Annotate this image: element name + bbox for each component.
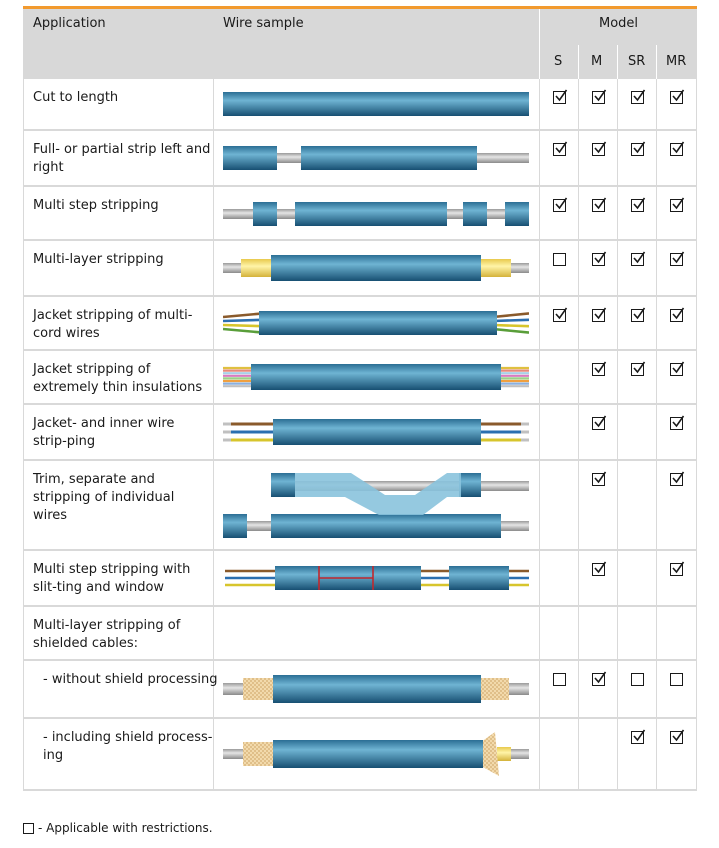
checked-checkbox-icon: [592, 251, 607, 266]
checked-checkbox-icon: [592, 197, 607, 212]
table-row: Multi step stripping with slit-ting and …: [23, 551, 697, 607]
table-row: Multi step stripping: [23, 187, 697, 241]
application-label: Jacket- and inner wire strip-ping: [33, 416, 175, 449]
table-row: Multi-layer stripping: [23, 241, 697, 297]
table-row: Jacket stripping of extremely thin insul…: [23, 351, 697, 405]
table-row: Trim, separate and stripping of individu…: [23, 461, 697, 551]
application-table: Application Wire sample Model S M SR MR …: [23, 6, 697, 791]
table-body: Cut to length Full- or partial strip left…: [23, 79, 697, 791]
wire-sample-slit: [225, 566, 529, 590]
checked-checkbox-icon: [631, 361, 646, 376]
table-row: Cut to length: [23, 79, 697, 131]
checked-checkbox-icon: [592, 307, 607, 322]
header-model-sr: SR: [628, 54, 646, 69]
wire-sample-trim: [223, 473, 529, 538]
checked-checkbox-icon: [631, 141, 646, 156]
table-row: Full- or partial strip left and right: [23, 131, 697, 187]
checked-checkbox-icon: [670, 307, 685, 322]
checked-checkbox-icon: [631, 89, 646, 104]
application-label: - including shield process-ing: [43, 730, 213, 763]
checked-checkbox-icon: [553, 307, 568, 322]
header-model-s: S: [554, 54, 563, 69]
checked-checkbox-icon: [670, 415, 685, 430]
wire-sample-fullstrip: [223, 146, 529, 170]
checked-checkbox-icon: [592, 141, 607, 156]
checked-checkbox-icon: [553, 197, 568, 212]
restricted-checkbox-icon: [23, 822, 34, 834]
checked-checkbox-icon: [631, 307, 646, 322]
header-wire-sample: Wire sample: [223, 16, 304, 31]
restricted-checkbox-icon: [670, 673, 683, 686]
application-label: Multi step stripping with slit-ting and …: [33, 562, 191, 595]
checked-checkbox-icon: [631, 197, 646, 212]
header-model-mr: MR: [666, 54, 687, 69]
checked-checkbox-icon: [670, 561, 685, 576]
legend: - Applicable with restrictions.: [23, 821, 213, 835]
legend-text: - Applicable with restrictions.: [38, 821, 213, 835]
restricted-checkbox-icon: [553, 253, 566, 266]
wire-sample-shield1: [223, 675, 529, 703]
header-model-m: M: [591, 54, 603, 69]
header-model: Model: [599, 16, 639, 31]
checked-checkbox-icon: [670, 141, 685, 156]
checked-checkbox-icon: [592, 561, 607, 576]
checked-checkbox-icon: [631, 729, 646, 744]
application-label: Multi step stripping: [33, 198, 159, 213]
restricted-checkbox-icon: [553, 673, 566, 686]
table-row: Multi-layer stripping of shielded cables…: [23, 607, 697, 661]
checked-checkbox-icon: [670, 197, 685, 212]
checked-checkbox-icon: [592, 361, 607, 376]
checked-checkbox-icon: [592, 471, 607, 486]
wire-sample-thin: [223, 364, 529, 390]
table-row: Jacket- and inner wire strip-ping: [23, 405, 697, 461]
restricted-checkbox-icon: [631, 673, 644, 686]
application-label: Multi-layer stripping of shielded cables…: [33, 618, 181, 651]
checked-checkbox-icon: [670, 361, 685, 376]
checked-checkbox-icon: [670, 251, 685, 266]
wire-sample-multilayer: [223, 255, 529, 281]
application-label: Full- or partial strip left and right: [33, 142, 211, 175]
application-label: Trim, separate and stripping of individu…: [33, 472, 175, 523]
checked-checkbox-icon: [670, 89, 685, 104]
checked-checkbox-icon: [553, 89, 568, 104]
table-row: Jacket stripping of multi-cord wires: [23, 297, 697, 351]
checked-checkbox-icon: [670, 471, 685, 486]
wire-sample-shield2: [223, 732, 529, 776]
checked-checkbox-icon: [553, 141, 568, 156]
checked-checkbox-icon: [592, 415, 607, 430]
table-row: - without shield processing: [23, 661, 697, 719]
wire-sample-multistep: [223, 202, 529, 226]
application-label: Multi-layer stripping: [33, 252, 164, 267]
wire-sample-multicord: [223, 311, 529, 335]
table-row: - including shield process-ing: [23, 719, 697, 791]
application-label: Cut to length: [33, 90, 119, 105]
application-label: Jacket stripping of multi-cord wires: [33, 308, 193, 341]
header-application: Application: [33, 16, 106, 31]
checked-checkbox-icon: [592, 671, 607, 686]
application-label: - without shield processing: [43, 672, 218, 687]
checked-checkbox-icon: [631, 251, 646, 266]
checked-checkbox-icon: [670, 729, 685, 744]
checked-checkbox-icon: [592, 89, 607, 104]
wire-sample-inner: [223, 419, 529, 445]
application-label: Jacket stripping of extremely thin insul…: [33, 362, 203, 395]
wire-sample-cut: [223, 92, 529, 116]
table-header: Application Wire sample Model S M SR MR: [23, 9, 697, 79]
